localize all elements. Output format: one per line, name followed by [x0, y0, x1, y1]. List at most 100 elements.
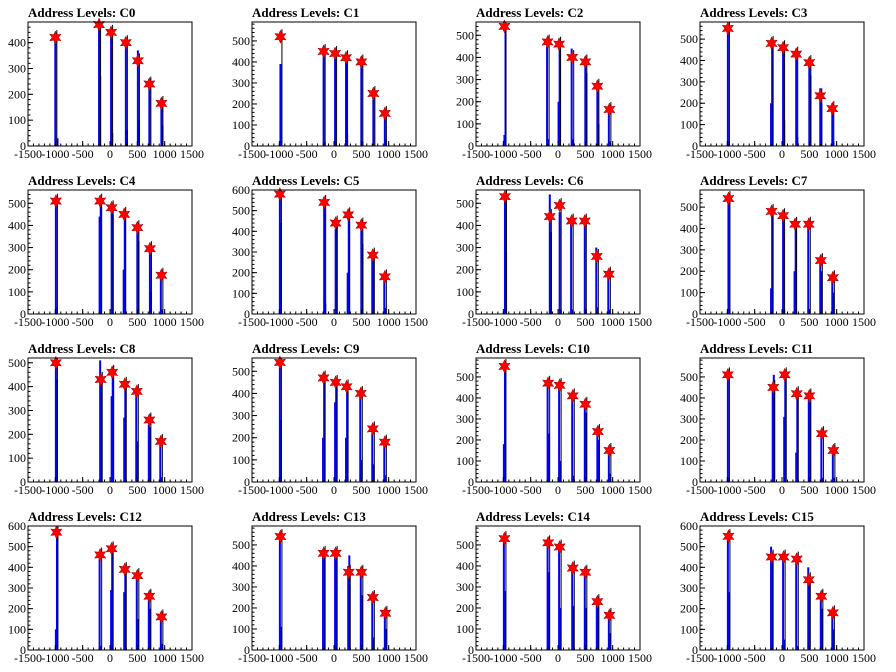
histogram-bar [607, 452, 610, 482]
histogram-bar [278, 360, 281, 482]
peak-marker [105, 541, 118, 556]
y-tick-label: 100 [456, 117, 474, 131]
peak-marker [143, 412, 156, 428]
x-tick-label: -500 [72, 147, 94, 161]
y-tick-label: 0 [244, 307, 250, 321]
histogram-bar [770, 103, 773, 146]
histogram-bar [100, 377, 103, 482]
y-tick-label: 300 [680, 581, 698, 595]
plot-frame [475, 357, 641, 483]
y-tick-label: 400 [456, 559, 474, 573]
peak-marker [721, 21, 735, 36]
x-tick-label: 0 [107, 483, 113, 497]
peak-marker [765, 36, 778, 51]
y-tick-label: 0 [244, 139, 250, 153]
peak-marker [814, 88, 827, 103]
histogram-bar [334, 53, 337, 146]
x-tick-label: -500 [72, 315, 94, 329]
x-tick-label: 0 [331, 651, 337, 665]
x-tick-label: 0 [331, 483, 337, 497]
peak-marker [815, 426, 829, 441]
histogram-bar [348, 555, 351, 650]
histogram-bar [372, 637, 375, 650]
x-tick-label: -500 [296, 651, 318, 665]
y-tick-label: 300 [8, 62, 26, 76]
histogram-bar [371, 252, 374, 314]
y-tick-label: 100 [456, 454, 474, 468]
peak-marker [92, 17, 106, 32]
peak-marker [553, 539, 566, 555]
x-tick-label: -1500 [462, 315, 490, 329]
panel-c13: Address Levels: C13 0 100 200 300 400 500 -1500… [232, 509, 428, 665]
y-tick-label: 500 [232, 204, 250, 218]
plot-frame [27, 525, 193, 651]
x-tick-label: 0 [779, 651, 785, 665]
peak-marker [366, 590, 379, 605]
peak-marker [579, 565, 592, 580]
peak-marker [565, 213, 578, 229]
peak-marker [498, 189, 512, 204]
x-tick-label: -500 [744, 651, 766, 665]
panel-title: Address Levels: C7 [700, 173, 808, 188]
histogram-bar [584, 607, 587, 650]
plot-frame [699, 189, 865, 315]
x-tick-label: -1000 [41, 651, 69, 665]
histogram-bar [819, 598, 822, 650]
x-tick-label: -1500 [14, 315, 42, 329]
histogram-bar [346, 272, 349, 314]
peak-marker [541, 535, 555, 550]
y-tick-label: 600 [8, 519, 26, 533]
plot-frame [27, 357, 193, 483]
y-tick-label: 200 [8, 263, 26, 277]
histogram-bar [559, 460, 562, 482]
y-tick-label: 500 [456, 196, 474, 210]
histogram-bar [99, 360, 102, 482]
histogram-bar [279, 64, 282, 146]
plot-frame [699, 21, 865, 147]
y-tick-label: 100 [456, 285, 474, 299]
panel-title: Address Levels: C10 [476, 341, 590, 356]
histogram-bar [795, 56, 798, 146]
peak-marker [273, 186, 287, 202]
x-tick-label: -500 [520, 315, 542, 329]
peak-marker [49, 355, 63, 370]
x-tick-label: 1000 [377, 147, 401, 161]
histogram-bar [148, 247, 151, 314]
y-tick-label: 300 [232, 580, 250, 594]
plot-frame [251, 525, 417, 651]
histogram-bar [148, 427, 151, 482]
histogram-bar [359, 393, 362, 482]
y-tick-label: 400 [8, 560, 26, 574]
histogram-bar [546, 540, 549, 650]
y-tick-label: 100 [8, 622, 26, 636]
y-tick-label: 300 [456, 73, 474, 87]
peak-marker [790, 551, 803, 567]
x-tick-label: 500 [352, 483, 370, 497]
histogram-bar [583, 572, 586, 650]
x-tick-label: 1500 [404, 147, 428, 161]
histogram-bar [323, 557, 326, 650]
histogram-bar [771, 47, 774, 146]
y-tick-label: 0 [244, 643, 250, 657]
peak-marker [355, 54, 368, 70]
peak-marker [566, 560, 579, 576]
y-tick-label: 300 [8, 241, 26, 255]
histogram-bar [572, 605, 575, 650]
histogram-bar [820, 608, 823, 650]
y-tick-label: 200 [8, 87, 26, 101]
panel-c6: Address Levels: C60100200300400500-1500-… [456, 173, 652, 329]
peak-marker [776, 208, 790, 223]
histogram-bar [547, 572, 550, 650]
peak-marker [366, 421, 379, 436]
x-tick-label: -1000 [713, 483, 741, 497]
x-tick-label: -1500 [686, 147, 714, 161]
histogram-bar [124, 40, 127, 146]
x-tick-label: 1000 [825, 651, 849, 665]
histogram-bar [771, 385, 774, 482]
panel-title: Address Levels: C13 [252, 509, 366, 524]
x-tick-label: 500 [576, 483, 594, 497]
y-tick-label: 600 [232, 183, 250, 197]
histogram-bar [360, 225, 363, 314]
peak-marker [543, 209, 556, 224]
x-tick-label: 500 [128, 651, 146, 665]
